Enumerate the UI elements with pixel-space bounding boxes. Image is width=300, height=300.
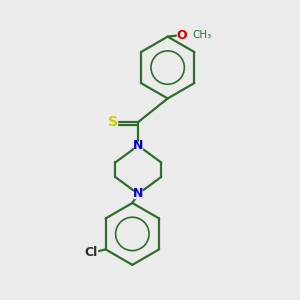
Bar bbox=[177, 31, 186, 39]
Text: O: O bbox=[176, 29, 187, 42]
Text: N: N bbox=[133, 188, 143, 200]
Bar bbox=[134, 142, 142, 149]
Text: N: N bbox=[133, 139, 143, 152]
Text: CH₃: CH₃ bbox=[192, 30, 212, 40]
Bar bbox=[134, 190, 142, 198]
Text: Cl: Cl bbox=[85, 246, 98, 260]
Text: S: S bbox=[108, 115, 118, 129]
Bar bbox=[108, 118, 117, 126]
Bar bbox=[86, 249, 97, 257]
